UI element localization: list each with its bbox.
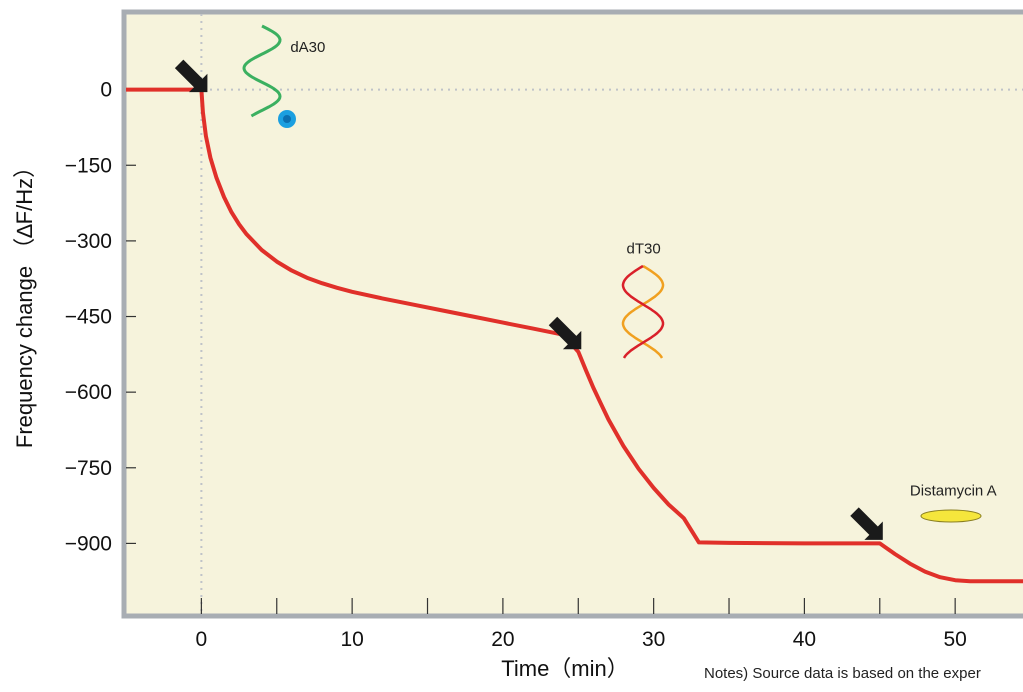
arrow-icon [174, 59, 208, 93]
annotation-label: Distamycin A [910, 483, 997, 500]
y-tick-label: 0 [100, 79, 112, 102]
x-tick-label: 40 [793, 628, 816, 651]
event-arrow [548, 316, 582, 350]
dT30-strand [621, 264, 665, 359]
plot-area [121, 9, 1023, 619]
arrow-icon [548, 316, 582, 350]
y-tick-label: −900 [65, 532, 112, 555]
y-tick-label: −600 [65, 381, 112, 404]
arrow-layer [174, 59, 883, 540]
arrow-icon [850, 507, 883, 540]
x-axis-title: Time（min） [501, 656, 629, 681]
x-tick-label: 10 [340, 628, 363, 651]
series-line [126, 87, 1023, 584]
source-note: Notes) Source data is based on the exper [704, 665, 981, 682]
annotation-graphics [242, 24, 982, 523]
annotation-label: dA30 [290, 39, 325, 56]
event-arrow [850, 507, 883, 540]
x-axis: 0 10 20 30 40 50 [196, 598, 967, 651]
y-axis: 0 −150 −300 −450 −600 −750 −900 [65, 79, 136, 555]
y-tick-label: −450 [65, 306, 112, 329]
annotation-labels: dA30 dT30 Distamycin A [290, 39, 996, 500]
y-tick-label: −300 [65, 230, 112, 253]
y-axis-title: Frequency change （∆F/Hz） [12, 156, 37, 448]
x-tick-label: 0 [196, 628, 208, 651]
annotation-label: dT30 [627, 240, 661, 257]
y-tick-label: −150 [65, 154, 112, 177]
x-tick-label: 30 [642, 628, 665, 651]
dA30-strand [242, 24, 282, 118]
x-tick-label: 20 [491, 628, 514, 651]
event-arrow [174, 59, 208, 93]
y-tick-label: −750 [65, 457, 112, 480]
x-tick-label: 50 [943, 628, 966, 651]
dA30-bead-core [283, 115, 291, 123]
distamycin-molecule [920, 509, 982, 523]
